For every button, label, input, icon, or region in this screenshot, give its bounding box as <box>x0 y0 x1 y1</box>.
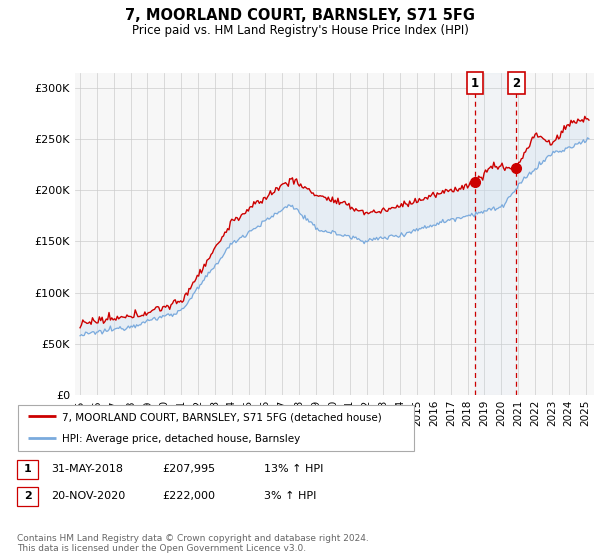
Text: 7, MOORLAND COURT, BARNSLEY, S71 5FG: 7, MOORLAND COURT, BARNSLEY, S71 5FG <box>125 8 475 24</box>
Text: Price paid vs. HM Land Registry's House Price Index (HPI): Price paid vs. HM Land Registry's House … <box>131 24 469 36</box>
Text: 7, MOORLAND COURT, BARNSLEY, S71 5FG (detached house): 7, MOORLAND COURT, BARNSLEY, S71 5FG (de… <box>62 412 382 422</box>
Text: 2: 2 <box>24 491 31 501</box>
Text: 3% ↑ HPI: 3% ↑ HPI <box>264 491 316 501</box>
Text: 13% ↑ HPI: 13% ↑ HPI <box>264 464 323 474</box>
Text: Contains HM Land Registry data © Crown copyright and database right 2024.
This d: Contains HM Land Registry data © Crown c… <box>17 534 368 553</box>
Text: 2: 2 <box>512 77 521 90</box>
Text: £207,995: £207,995 <box>162 464 215 474</box>
Bar <box>475 73 517 395</box>
Text: HPI: Average price, detached house, Barnsley: HPI: Average price, detached house, Barn… <box>62 434 300 444</box>
Text: 20-NOV-2020: 20-NOV-2020 <box>51 491 125 501</box>
Text: 31-MAY-2018: 31-MAY-2018 <box>51 464 123 474</box>
Text: 1: 1 <box>470 77 479 90</box>
FancyBboxPatch shape <box>18 405 414 451</box>
Text: 1: 1 <box>24 464 31 474</box>
Text: £222,000: £222,000 <box>162 491 215 501</box>
